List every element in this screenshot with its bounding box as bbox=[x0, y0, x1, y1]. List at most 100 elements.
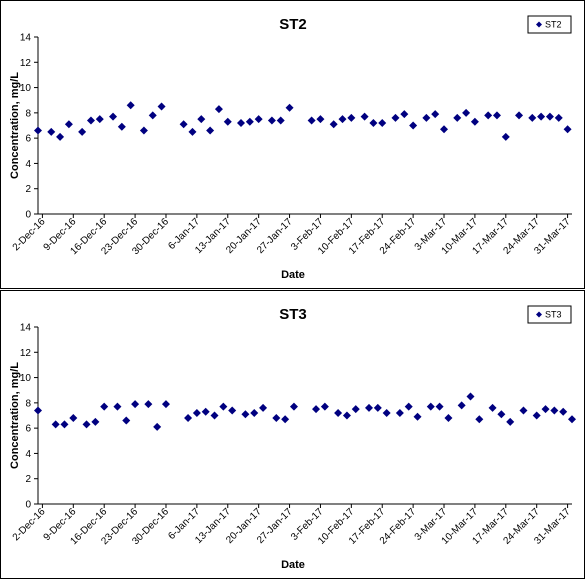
data-point-st2-2 bbox=[56, 132, 65, 141]
legend-marker-st3 bbox=[536, 311, 542, 318]
chart-panel-st2: ST2 0 2 4 6 8 10 12 14 2-Dec-16 9-Dec-16 16-Dec-16 2… bbox=[0, 0, 585, 289]
data-point-st3-47 bbox=[541, 405, 550, 414]
data-point-st3-30 bbox=[364, 403, 373, 412]
data-point-st2-33 bbox=[391, 113, 400, 122]
data-point-st3-17 bbox=[219, 402, 228, 411]
data-point-st3-26 bbox=[320, 402, 329, 411]
data-point-st3-24 bbox=[289, 402, 298, 411]
y-tick-label-8: 8 bbox=[25, 398, 31, 409]
data-point-st3-8 bbox=[122, 416, 131, 425]
data-point-st2-29 bbox=[347, 113, 356, 122]
legend-marker-st2 bbox=[536, 21, 542, 28]
x-axis-title: Date bbox=[281, 559, 305, 571]
legend-label-st3: ST3 bbox=[545, 310, 562, 320]
x-tick-label-2-dec-16: 2-Dec-16 bbox=[11, 506, 48, 543]
data-point-st2-37 bbox=[431, 110, 440, 119]
data-point-st2-43 bbox=[492, 111, 501, 120]
data-point-st2-14 bbox=[188, 127, 197, 136]
data-point-st3-29 bbox=[351, 405, 360, 414]
data-point-st3-36 bbox=[426, 402, 435, 411]
data-point-st2-32 bbox=[378, 118, 387, 127]
y-tick-label-10: 10 bbox=[20, 373, 32, 384]
data-point-st3-6 bbox=[100, 402, 109, 411]
data-point-st3-15 bbox=[201, 407, 210, 416]
data-point-st3-45 bbox=[519, 406, 528, 415]
data-point-st2-47 bbox=[537, 112, 546, 121]
data-point-st3-37 bbox=[435, 402, 444, 411]
data-point-st3-44 bbox=[506, 417, 515, 426]
data-point-st2-39 bbox=[453, 113, 462, 122]
data-point-st2-42 bbox=[484, 111, 493, 120]
data-point-st2-5 bbox=[86, 116, 95, 125]
data-point-st3-5 bbox=[91, 417, 100, 426]
data-point-st2-15 bbox=[197, 115, 206, 124]
data-point-st3-3 bbox=[69, 414, 78, 423]
data-point-st3-39 bbox=[457, 401, 466, 410]
data-point-st2-20 bbox=[245, 117, 254, 126]
data-point-st2-40 bbox=[462, 108, 471, 117]
legend-box bbox=[527, 15, 572, 34]
data-point-st2-31 bbox=[369, 118, 378, 127]
data-point-st3-34 bbox=[404, 402, 413, 411]
data-point-st2-35 bbox=[409, 121, 418, 130]
data-point-st3-23 bbox=[281, 415, 290, 424]
data-point-st2-30 bbox=[360, 112, 369, 121]
data-point-st2-36 bbox=[422, 113, 431, 122]
chart-st2: ST2024681012142-Dec-169-Dec-1616-Dec-162… bbox=[9, 15, 573, 281]
data-point-st2-34 bbox=[400, 110, 409, 119]
data-point-st3-25 bbox=[312, 405, 321, 414]
data-point-st2-24 bbox=[285, 103, 294, 112]
data-point-st2-49 bbox=[554, 113, 563, 122]
data-point-st3-38 bbox=[444, 414, 453, 423]
data-point-st3-4 bbox=[82, 420, 91, 429]
data-point-st2-0 bbox=[34, 126, 42, 135]
data-point-st2-21 bbox=[254, 115, 263, 124]
y-tick-label-8: 8 bbox=[25, 108, 31, 119]
y-tick-label-0: 0 bbox=[25, 210, 31, 221]
data-point-st3-16 bbox=[210, 411, 219, 420]
y-tick-label-0: 0 bbox=[25, 500, 31, 511]
chart-title: ST3 bbox=[279, 306, 307, 323]
data-point-st2-4 bbox=[78, 127, 87, 136]
data-point-st2-11 bbox=[148, 111, 157, 120]
data-point-st3-18 bbox=[228, 406, 237, 415]
data-point-st2-23 bbox=[276, 116, 285, 125]
data-point-st3-10 bbox=[144, 400, 153, 409]
data-point-st3-31 bbox=[373, 403, 382, 412]
data-point-st3-9 bbox=[131, 400, 140, 409]
data-point-st3-48 bbox=[550, 406, 559, 415]
data-point-st3-35 bbox=[413, 412, 422, 421]
data-point-st3-19 bbox=[241, 410, 250, 419]
data-point-st2-7 bbox=[109, 112, 118, 121]
y-tick-label-6: 6 bbox=[25, 134, 31, 145]
data-point-st2-26 bbox=[316, 115, 325, 124]
y-tick-label-12: 12 bbox=[20, 58, 32, 69]
data-point-st3-7 bbox=[113, 402, 122, 411]
data-point-st2-12 bbox=[157, 102, 166, 111]
data-point-st2-6 bbox=[95, 115, 104, 124]
data-point-st3-49 bbox=[559, 407, 568, 416]
legend-label-st2: ST2 bbox=[545, 20, 562, 30]
y-tick-label-12: 12 bbox=[20, 348, 32, 359]
data-point-st3-2 bbox=[60, 420, 69, 429]
y-axis-title: Concentration, mg/L bbox=[9, 72, 21, 179]
y-tick-label-4: 4 bbox=[25, 449, 31, 460]
data-point-st2-44 bbox=[501, 132, 510, 141]
data-point-st3-50 bbox=[568, 415, 576, 424]
data-point-st3-20 bbox=[250, 408, 259, 417]
y-tick-label-2: 2 bbox=[25, 474, 31, 485]
data-point-st2-50 bbox=[563, 125, 572, 134]
data-point-st2-1 bbox=[47, 127, 56, 136]
data-point-st3-13 bbox=[184, 414, 193, 423]
chart-panel-st3: ST3 0 2 4 6 8 10 12 14 2-Dec-16 9-Dec-16 16-Dec-16 2… bbox=[0, 290, 585, 579]
y-tick-label-4: 4 bbox=[25, 159, 31, 170]
data-point-st2-48 bbox=[545, 112, 554, 121]
data-point-st3-0 bbox=[34, 406, 42, 415]
data-point-st2-22 bbox=[267, 116, 276, 125]
data-point-st3-12 bbox=[161, 400, 170, 409]
x-tick-label-2-dec-16: 2-Dec-16 bbox=[11, 216, 48, 253]
chart-st3: ST3024681012142-Dec-169-Dec-1616-Dec-162… bbox=[9, 305, 576, 571]
legend-box bbox=[527, 305, 572, 324]
y-tick-label-14: 14 bbox=[20, 323, 32, 334]
